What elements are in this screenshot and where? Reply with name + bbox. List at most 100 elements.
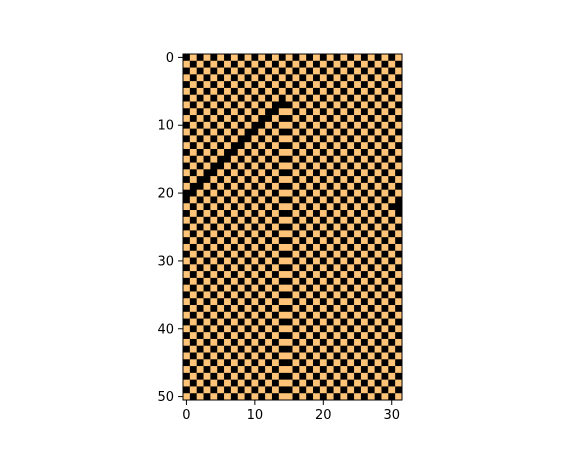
heatmap-cell [395, 101, 403, 109]
heatmap-cell [189, 54, 197, 62]
heatmap-cell [217, 169, 225, 177]
heatmap-cell [306, 298, 314, 306]
heatmap-cell [299, 284, 307, 292]
heatmap-cell [388, 135, 396, 143]
heatmap-cell [251, 366, 259, 374]
heatmap-cell [285, 115, 293, 123]
heatmap-cell [217, 162, 225, 170]
heatmap-cell [367, 366, 375, 374]
heatmap-cell [183, 87, 191, 95]
heatmap-cell [319, 108, 328, 116]
heatmap-cell [210, 311, 218, 319]
heatmap-cell [381, 237, 389, 245]
heatmap-cell [285, 311, 293, 319]
heatmap-cell [217, 393, 225, 401]
heatmap-cell [313, 155, 321, 163]
heatmap-cell [224, 352, 232, 360]
heatmap-cell [333, 243, 341, 252]
heatmap-cell [360, 243, 369, 252]
heatmap-cell [354, 155, 362, 163]
heatmap-cell [326, 372, 334, 380]
heatmap-cell [367, 223, 375, 231]
heatmap-cell [374, 155, 382, 163]
heatmap-cell [354, 359, 362, 367]
heatmap-cell [265, 393, 273, 401]
heatmap-cell [217, 121, 225, 129]
heatmap-cell [292, 74, 300, 82]
heatmap-cell [196, 74, 204, 82]
heatmap-cell [333, 94, 341, 102]
heatmap-cell [360, 74, 369, 82]
heatmap-cell [224, 162, 232, 170]
heatmap-cell [306, 87, 314, 95]
heatmap-cell [285, 142, 293, 150]
heatmap-cell [319, 74, 328, 82]
heatmap-cell [374, 101, 382, 109]
heatmap-cell [374, 94, 382, 102]
heatmap-cell [319, 345, 328, 353]
heatmap-cell [360, 318, 369, 326]
heatmap-cell [313, 359, 321, 367]
heatmap-cell [388, 305, 396, 313]
heatmap-cell [374, 148, 382, 157]
heatmap-cell [381, 189, 389, 197]
heatmap-cell [340, 250, 348, 258]
heatmap-cell [278, 284, 286, 292]
heatmap-cell [347, 216, 355, 224]
heatmap-cell [388, 67, 396, 75]
heatmap-cell [224, 176, 232, 184]
heatmap-cell [313, 345, 321, 353]
heatmap-cell [271, 203, 280, 211]
heatmap-cell [388, 203, 396, 211]
heatmap-cell [183, 182, 191, 190]
heatmap-cell [354, 250, 362, 258]
heatmap-cell [189, 338, 197, 347]
heatmap-cell [313, 142, 321, 150]
heatmap-cell [196, 325, 204, 333]
heatmap-cell [340, 332, 348, 340]
heatmap-cell [347, 332, 355, 340]
heatmap-cell [333, 230, 341, 238]
heatmap-cell [251, 67, 259, 75]
heatmap-cell [340, 257, 348, 265]
heatmap-cell [217, 271, 225, 279]
heatmap-cell [306, 243, 314, 252]
heatmap-cell [333, 366, 341, 374]
heatmap-cell [381, 298, 389, 306]
heatmap-cell [381, 176, 389, 184]
heatmap-cell [189, 101, 197, 109]
heatmap-cell [326, 155, 334, 163]
heatmap-cell [299, 216, 307, 224]
heatmap-cell [299, 148, 307, 157]
heatmap-cell [354, 216, 362, 224]
heatmap-cell [326, 115, 334, 123]
heatmap-cell [319, 366, 328, 374]
heatmap-cell [230, 182, 239, 190]
heatmap-cell [360, 298, 369, 306]
heatmap-cell [183, 311, 191, 319]
heatmap-cell [306, 250, 314, 258]
heatmap-cell [367, 298, 375, 306]
heatmap-cell [326, 345, 334, 353]
heatmap-cell [319, 332, 328, 340]
heatmap-cell [313, 393, 321, 401]
heatmap-cell [306, 305, 314, 313]
heatmap-cell [217, 210, 225, 218]
heatmap-cell [251, 352, 259, 360]
heatmap-cell [292, 325, 300, 333]
heatmap-cell [217, 108, 225, 116]
heatmap-cell [196, 291, 204, 299]
heatmap-cell [203, 81, 211, 89]
heatmap-cell [237, 169, 245, 177]
heatmap-cell [374, 338, 382, 347]
heatmap-cell [224, 169, 232, 177]
heatmap-cell [258, 352, 266, 360]
heatmap-cell [258, 325, 266, 333]
heatmap-cell [251, 393, 259, 401]
heatmap-cell [224, 155, 232, 163]
heatmap-cell [203, 87, 211, 95]
heatmap-cell [230, 264, 239, 272]
heatmap-cell [210, 366, 218, 374]
heatmap-cell [306, 277, 314, 285]
x-tick-label: 10 [247, 408, 264, 423]
